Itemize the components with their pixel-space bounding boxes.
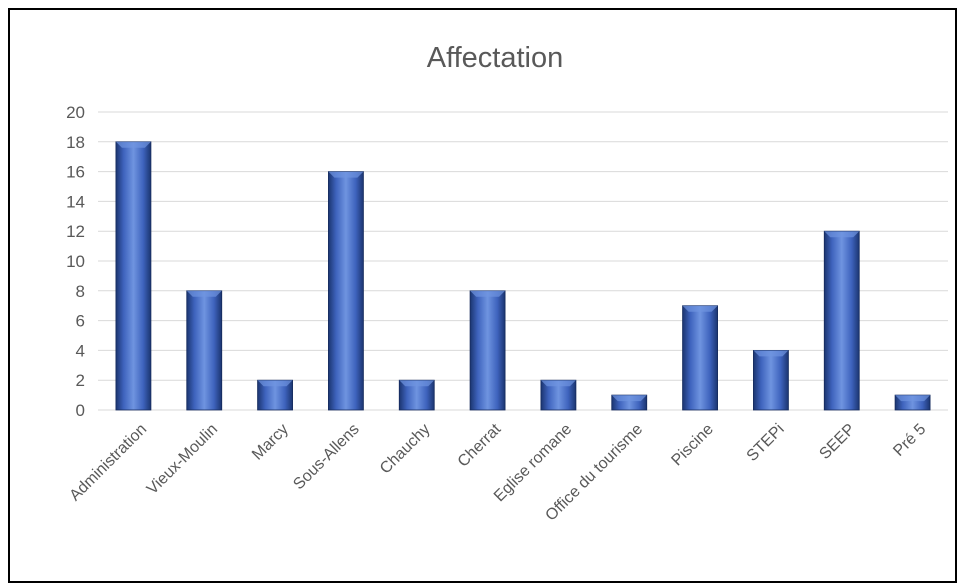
x-tick-label: SEEP xyxy=(816,421,858,463)
bar-stepi xyxy=(753,349,789,411)
bar-piscine xyxy=(682,305,718,411)
y-tick-label: 8 xyxy=(76,282,85,301)
y-tick-label: 16 xyxy=(66,163,85,182)
bar-bevel xyxy=(115,141,151,148)
x-tick-label: Pré 5 xyxy=(890,421,929,460)
bar-bevel xyxy=(824,231,860,238)
bar-seep xyxy=(823,230,860,411)
y-tick-label: 0 xyxy=(76,401,85,420)
bar-chart: Affectation 0 2 4 6 8 10 12 14 16 18 20 Administra… xyxy=(66,42,948,524)
chart-title: Affectation xyxy=(427,42,564,74)
y-axis-ticks: 0 2 4 6 8 10 12 14 16 18 20 xyxy=(66,103,85,420)
bars xyxy=(115,141,931,411)
y-tick-label: 18 xyxy=(66,133,85,152)
y-tick-label: 12 xyxy=(66,222,85,241)
bar-bevel xyxy=(611,395,647,402)
y-tick-label: 6 xyxy=(76,312,85,331)
y-tick-label: 2 xyxy=(76,371,85,390)
x-tick-label: STEPi xyxy=(744,421,788,465)
y-tick-label: 20 xyxy=(66,103,85,122)
bar-bevel xyxy=(257,380,293,387)
gridlines xyxy=(98,111,948,411)
bar-sous-allens xyxy=(328,171,364,411)
bar-bevel xyxy=(753,350,789,357)
bar-bevel xyxy=(895,395,931,402)
y-tick-label: 14 xyxy=(66,192,85,211)
bar-bevel xyxy=(399,380,435,387)
x-tick-label: Piscine xyxy=(668,421,717,470)
bar-bevel xyxy=(540,380,576,387)
bar-vieux-moulin xyxy=(186,290,223,411)
bar-bevel xyxy=(470,290,506,297)
x-tick-label: Chauchy xyxy=(377,421,434,478)
y-tick-label: 4 xyxy=(76,341,85,360)
x-tick-label: Administration xyxy=(67,421,151,505)
bar-bevel xyxy=(682,305,718,312)
bar-bevel xyxy=(186,290,222,297)
bar-cherrat xyxy=(469,290,506,411)
x-tick-label: Cherrat xyxy=(455,420,505,470)
bar-administration xyxy=(115,141,152,411)
x-tick-label: Sous-Allens xyxy=(290,421,362,493)
x-tick-label: Vieux-Moulin xyxy=(144,421,221,498)
x-tick-label: Marcy xyxy=(249,421,292,464)
bar-bevel xyxy=(328,171,364,178)
chart-frame: Affectation 0 2 4 6 8 10 12 14 16 18 20 Administra… xyxy=(8,8,957,583)
y-tick-label: 10 xyxy=(66,252,85,271)
